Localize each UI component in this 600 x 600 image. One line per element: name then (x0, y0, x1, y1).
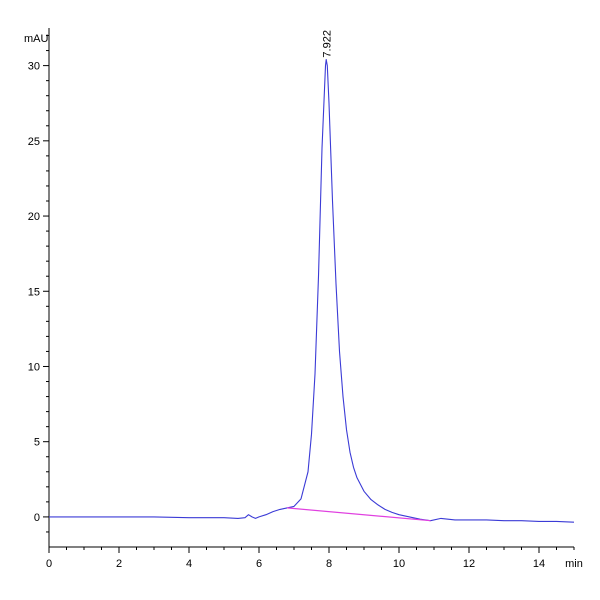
x-tick-label: 2 (116, 558, 122, 570)
y-axis-label: mAU (24, 33, 49, 45)
x-tick-label: 10 (393, 558, 405, 570)
x-tick-label: 4 (186, 558, 192, 570)
x-tick-label: 0 (46, 558, 52, 570)
y-tick-label: 0 (34, 512, 40, 524)
x-tick-label: 6 (256, 558, 262, 570)
x-tick-label: 14 (533, 558, 545, 570)
y-tick-label: 10 (28, 361, 40, 373)
chart-labels: 0 2 4 6 8 10 12 14 0 5 10 15 20 25 30 mAU min 7.922 (24, 30, 583, 570)
signal-trace (49, 59, 575, 523)
y-tick-label: 25 (28, 136, 40, 148)
peak-retention-label: 7.922 (321, 30, 333, 58)
x-tick-label: 8 (326, 558, 332, 570)
integration-baseline (286, 507, 431, 522)
y-tick-label: 30 (28, 61, 40, 73)
x-axis-label: min (565, 558, 583, 570)
y-tick-label: 5 (34, 437, 40, 449)
chart-ticks (43, 35, 575, 553)
chart-lines (49, 59, 575, 523)
x-tick-label: 12 (463, 558, 475, 570)
y-tick-label: 20 (28, 211, 40, 223)
chart-axes (48, 28, 574, 548)
y-tick-label: 15 (28, 286, 40, 298)
